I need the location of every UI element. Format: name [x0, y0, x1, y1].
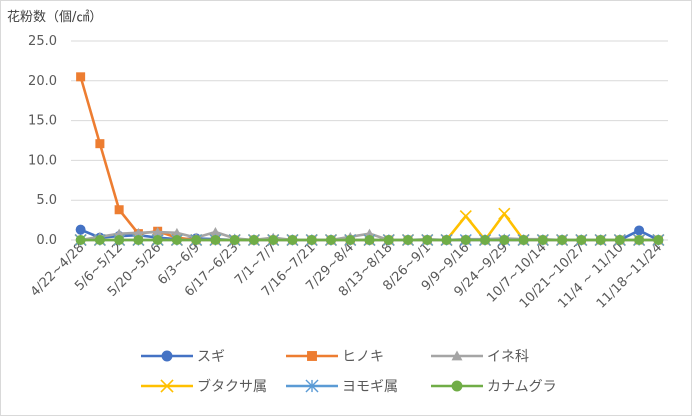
series-line [79, 76, 659, 242]
legend-label: ヨモギ属 [342, 379, 398, 395]
data-point [152, 235, 163, 245]
data-point [345, 235, 356, 245]
data-point [95, 139, 105, 149]
y-tick-label: 0.0 [36, 233, 57, 248]
legend-marker [305, 379, 319, 393]
data-point [248, 235, 259, 245]
legend-item: カナムグラ [431, 379, 557, 395]
legend-item: ヨモギ属 [286, 379, 398, 395]
data-point [480, 235, 491, 245]
data-point [614, 235, 625, 245]
legend-marker [451, 350, 463, 361]
data-point [229, 235, 240, 245]
data-point [653, 235, 664, 245]
data-point [518, 235, 529, 245]
data-point [403, 235, 414, 245]
y-tick-label: 5.0 [36, 193, 57, 208]
data-point [576, 235, 587, 245]
data-point [364, 228, 375, 238]
data-point [76, 72, 86, 82]
data-point [595, 235, 606, 245]
data-point [537, 235, 548, 245]
data-point [114, 235, 125, 245]
data-point [75, 235, 86, 245]
data-point [557, 235, 568, 245]
legend-label: ヒノキ [342, 349, 384, 365]
data-point [114, 228, 125, 238]
y-tick-label: 25.0 [28, 34, 57, 49]
y-tick-label: 10.0 [28, 153, 57, 168]
data-point [634, 225, 645, 236]
y-tick-label: 15.0 [28, 114, 57, 129]
y-axis-label: 花粉数（個/㎠） [7, 9, 102, 25]
legend-item: イネ科 [431, 349, 529, 365]
data-point [287, 235, 298, 245]
data-point [364, 235, 375, 245]
legend-item: ブタクサ属 [141, 378, 267, 395]
legend-label: スギ [197, 349, 225, 365]
data-point [114, 205, 124, 215]
data-point [191, 235, 202, 245]
data-point [210, 235, 221, 245]
legend-label: イネ科 [487, 349, 529, 365]
data-point [459, 210, 472, 223]
data-point [133, 235, 144, 245]
data-point [306, 235, 317, 245]
data-point [441, 235, 452, 245]
legend-label: ブタクサ属 [197, 378, 267, 395]
legend-marker [307, 351, 317, 361]
data-point [75, 224, 86, 235]
y-tick-label: 20.0 [28, 74, 57, 89]
legend-marker [160, 379, 174, 393]
data-point [94, 235, 105, 245]
data-point [152, 227, 163, 237]
data-point [422, 235, 433, 245]
data-point [634, 235, 645, 245]
data-point [210, 227, 221, 237]
data-point [325, 235, 336, 245]
data-point [498, 207, 511, 220]
series-1 [76, 72, 663, 245]
legend-label: カナムグラ [487, 379, 557, 395]
legend-marker [161, 350, 173, 362]
data-point [460, 235, 471, 245]
legend-item: スギ [141, 349, 225, 365]
data-point [383, 235, 394, 245]
data-point [171, 235, 182, 245]
data-point [268, 235, 279, 245]
legend-marker [451, 380, 463, 392]
data-point [499, 235, 510, 245]
data-point [133, 227, 144, 237]
series-5 [75, 235, 664, 245]
data-point [171, 227, 182, 237]
legend-item: ヒノキ [286, 349, 384, 365]
